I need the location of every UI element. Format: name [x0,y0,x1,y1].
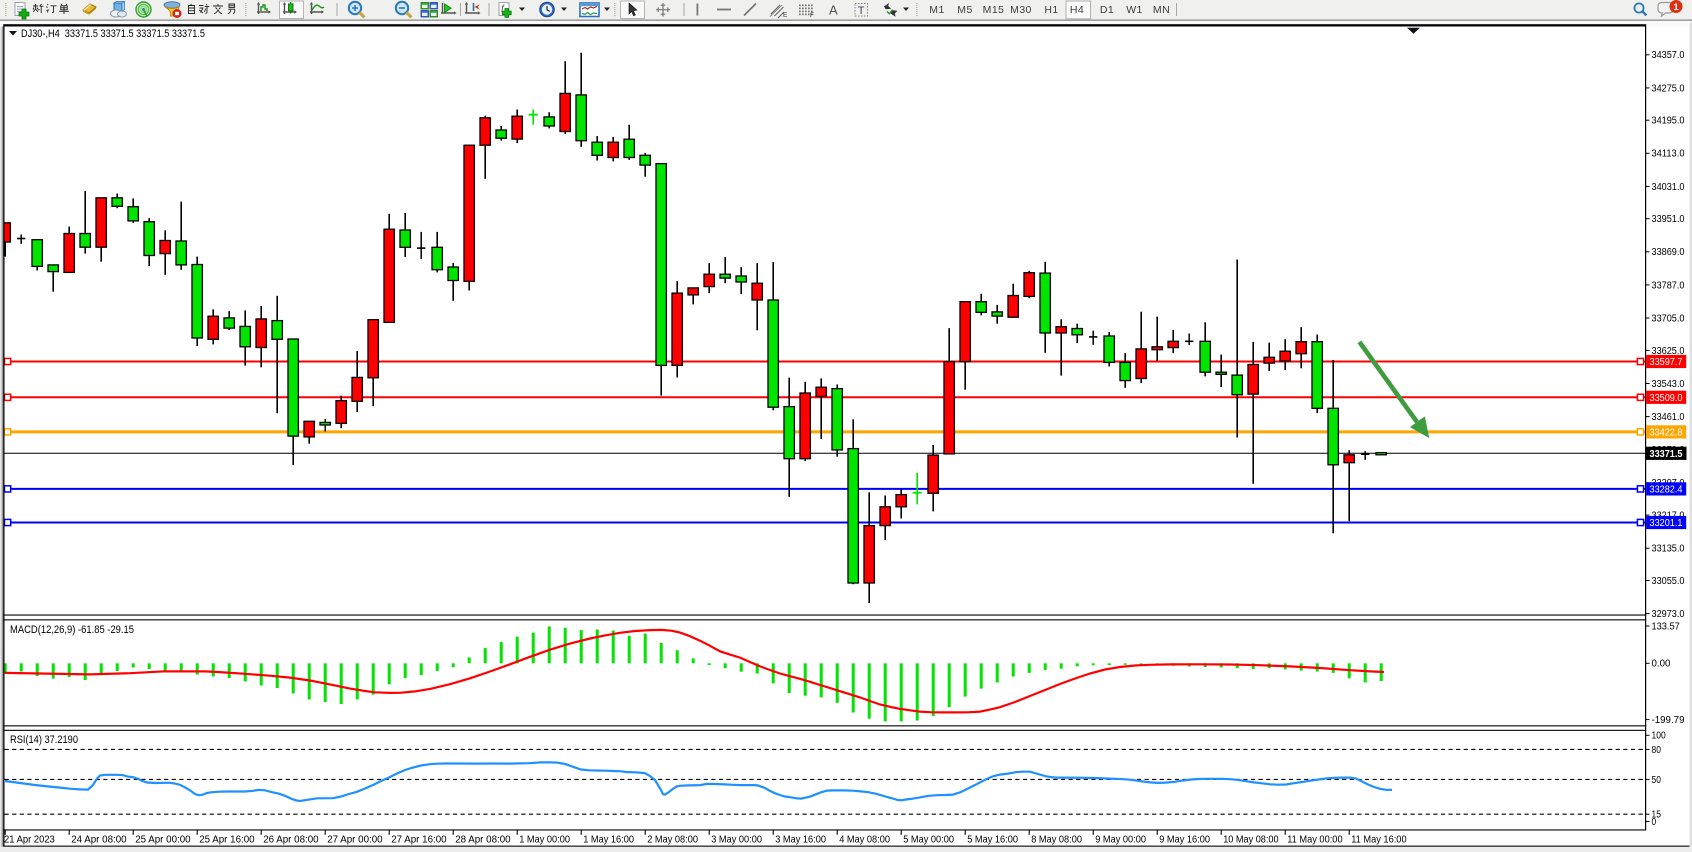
svg-text:9 May 16:00: 9 May 16:00 [1159,835,1210,846]
svg-text:26 Apr 08:00: 26 Apr 08:00 [263,835,319,846]
svg-text:33625.0: 33625.0 [1652,346,1686,357]
svg-text:0.00: 0.00 [1652,659,1671,670]
svg-text:9 May 00:00: 9 May 00:00 [1095,835,1146,846]
svg-text:E: E [783,12,788,19]
svg-text:W1: W1 [1126,4,1143,16]
svg-text:MN: MN [1153,4,1170,16]
svg-text:5 May 00:00: 5 May 00:00 [903,835,954,846]
svg-text:27 Apr 00:00: 27 Apr 00:00 [327,835,383,846]
svg-text:T: T [858,5,865,17]
svg-text:27 Apr 16:00: 27 Apr 16:00 [391,835,447,846]
svg-text:1: 1 [1673,2,1679,13]
svg-text:33787.0: 33787.0 [1652,280,1686,291]
svg-text:M5: M5 [957,4,972,16]
svg-text:5 May 16:00: 5 May 16:00 [967,835,1018,846]
svg-text:10 May 08:00: 10 May 08:00 [1223,835,1279,846]
svg-text:33509.0: 33509.0 [1650,393,1684,404]
svg-text:33135.0: 33135.0 [1652,544,1686,555]
svg-text:34357.0: 34357.0 [1652,50,1686,61]
svg-text:34195.0: 34195.0 [1652,116,1686,127]
svg-text:25 Apr 00:00: 25 Apr 00:00 [135,835,191,846]
svg-text:A: A [829,3,838,18]
svg-text:M15: M15 [983,4,1005,16]
svg-text:25 Apr 16:00: 25 Apr 16:00 [199,835,255,846]
svg-text:f: f [501,4,505,15]
svg-text:4 May 08:00: 4 May 08:00 [839,835,890,846]
svg-text:11 May 00:00: 11 May 00:00 [1287,835,1343,846]
svg-text:F: F [810,12,814,19]
svg-text:-199.79: -199.79 [1652,715,1685,726]
svg-text:80: 80 [1652,745,1662,756]
svg-text:3 May 16:00: 3 May 16:00 [775,835,826,846]
svg-text:H1: H1 [1044,4,1058,16]
svg-text:1 May 16:00: 1 May 16:00 [583,835,634,846]
svg-text:3 May 00:00: 3 May 00:00 [711,835,762,846]
svg-text:33543.0: 33543.0 [1652,379,1686,390]
svg-text:1 May 00:00: 1 May 00:00 [519,835,570,846]
svg-text:33597.7: 33597.7 [1650,357,1683,368]
svg-text:2 May 08:00: 2 May 08:00 [647,835,698,846]
svg-text:21 Apr 2023: 21 Apr 2023 [4,835,55,846]
svg-text:33055.0: 33055.0 [1652,576,1686,587]
svg-text:33461.0: 33461.0 [1652,412,1686,423]
svg-text:M1: M1 [929,4,944,16]
svg-text:RSI(14) 37.2190: RSI(14) 37.2190 [10,734,78,746]
svg-text:H4: H4 [1070,4,1084,16]
svg-text:DJ30-,H4 33371.5 33371.5 3337: DJ30-,H4 33371.5 33371.5 33371.5 33371.5 [21,28,205,40]
svg-text:15: 15 [1652,810,1662,821]
svg-text:11 May 16:00: 11 May 16:00 [1351,835,1407,846]
svg-text:33869.0: 33869.0 [1652,247,1686,258]
svg-text:33422.8: 33422.8 [1650,428,1684,439]
svg-text:33705.0: 33705.0 [1652,313,1686,324]
svg-text:M30: M30 [1010,4,1032,16]
svg-text:MACD(12,26,9) -61.85 -29.15: MACD(12,26,9) -61.85 -29.15 [10,624,134,636]
svg-text:33951.0: 33951.0 [1652,214,1686,225]
svg-text:33201.1: 33201.1 [1650,518,1683,529]
svg-text:24 Apr 08:00: 24 Apr 08:00 [71,835,127,846]
svg-text:100: 100 [1652,731,1667,742]
svg-text:D1: D1 [1100,4,1114,16]
svg-text:34113.0: 34113.0 [1652,149,1686,160]
svg-text:0: 0 [1652,817,1657,828]
svg-text:33282.4: 33282.4 [1650,485,1684,496]
svg-text:8 May 08:00: 8 May 08:00 [1031,835,1082,846]
svg-text:32973.0: 32973.0 [1652,609,1686,620]
svg-text:34031.0: 34031.0 [1652,182,1686,193]
svg-text:28 Apr 08:00: 28 Apr 08:00 [455,835,511,846]
svg-text:33371.5: 33371.5 [1650,449,1684,460]
svg-text:34275.0: 34275.0 [1652,83,1686,94]
svg-text:50: 50 [1652,775,1662,786]
svg-text:133.57: 133.57 [1652,621,1680,632]
